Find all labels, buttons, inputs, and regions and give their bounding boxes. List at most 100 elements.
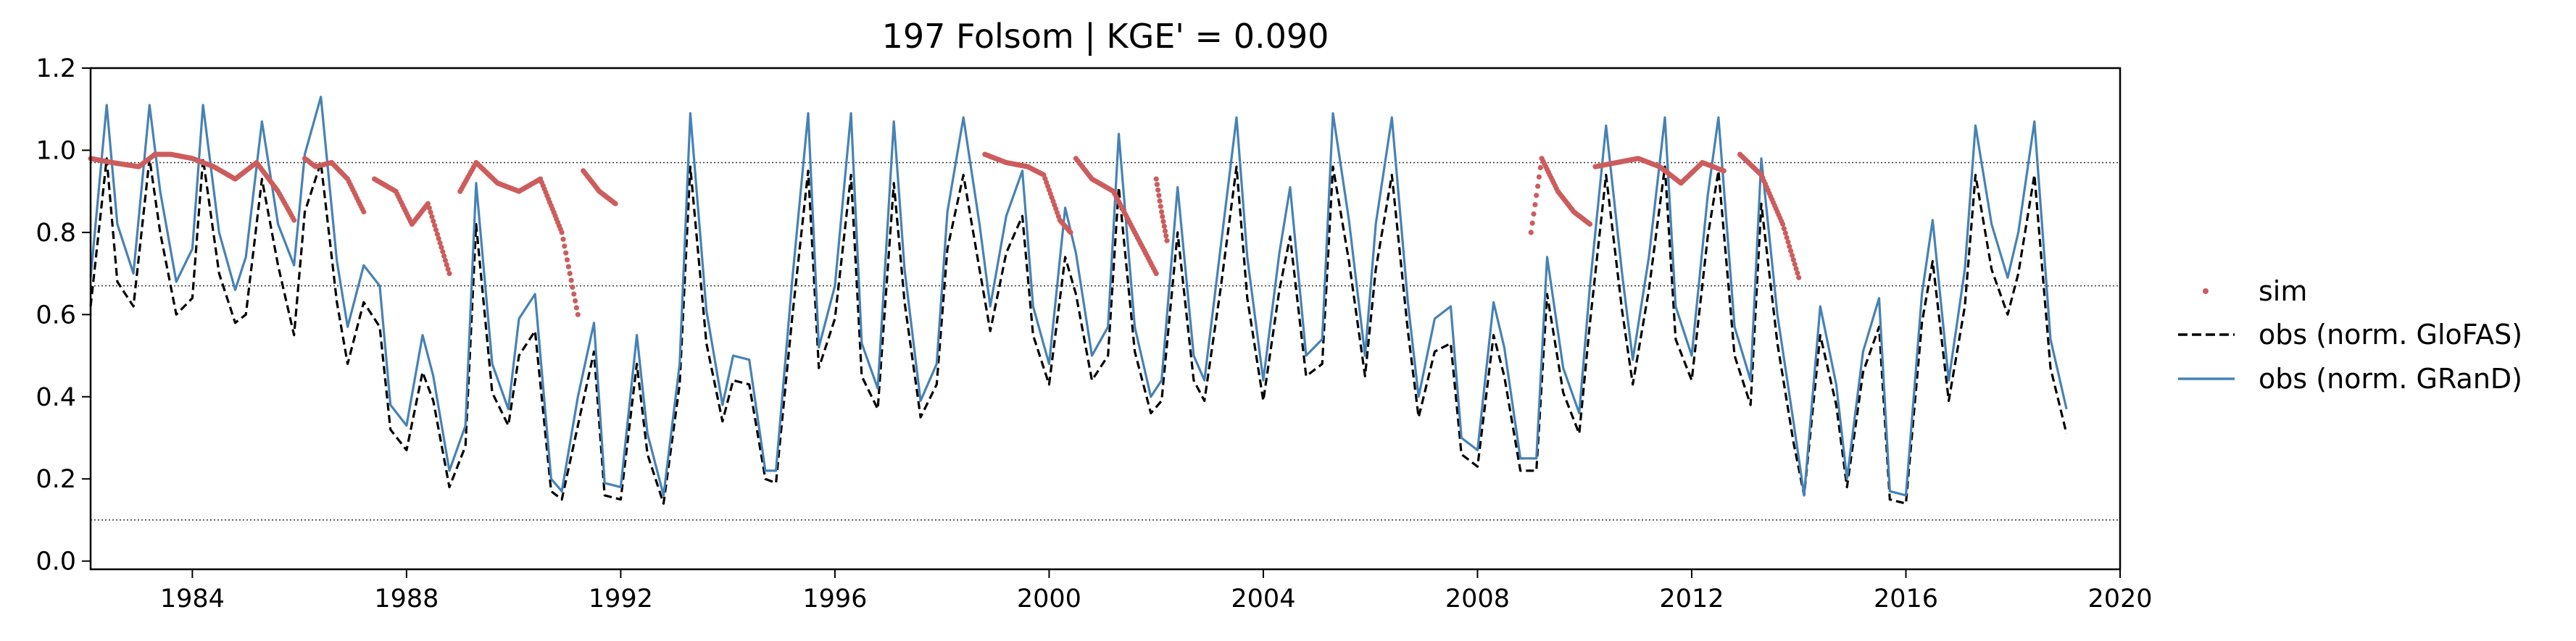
series-obs-grand <box>89 96 2068 497</box>
sim-point-7-0-0 <box>1153 176 1159 182</box>
y-tick-label-0.2: 0.2 <box>36 465 76 494</box>
sim-point-9-end <box>1721 168 1727 174</box>
x-tick-label-1996: 1996 <box>802 585 867 613</box>
sim-point-8-0-6 <box>1536 174 1542 180</box>
chart-title: 197 Folsom | KGE' = 0.090 <box>882 17 1329 56</box>
sim-point-10-end <box>1796 275 1802 280</box>
sim-point-3-5-9 <box>571 291 577 297</box>
sim-point-6-end <box>1153 271 1159 277</box>
sim-point-3-5-7 <box>568 277 574 283</box>
x-tick-label-1992: 1992 <box>589 585 653 613</box>
x-tick-label-2020: 2020 <box>2087 585 2152 613</box>
x-tick-label-2004: 2004 <box>1231 585 1295 613</box>
sim-point-10-2-7 <box>1789 253 1795 259</box>
sim-point-10-2-5 <box>1787 243 1792 249</box>
sim-point-2-3-15 <box>445 267 451 272</box>
sim-point-2-3-11 <box>440 248 446 255</box>
x-tick-label-2012: 2012 <box>1659 585 1724 613</box>
y-tick-label-0.6: 0.6 <box>36 301 76 330</box>
sim-point-3-5-11 <box>573 305 580 311</box>
sim-point-8-end <box>1587 221 1593 227</box>
sim-point-10-2-2 <box>1782 230 1788 236</box>
sim-point-3-5-2 <box>562 243 568 249</box>
legend-sim-label: sim <box>2259 275 2307 307</box>
sim-point-2-3-3 <box>429 214 435 219</box>
sim-point-5-end <box>1068 230 1073 235</box>
sim-point-7-1-2 <box>1160 219 1166 225</box>
sim-point-0-end <box>291 217 297 223</box>
sim-point-10-2-6 <box>1788 248 1794 254</box>
series-obs-glofas <box>89 157 2068 505</box>
sim-point-8-0-2 <box>1531 211 1537 217</box>
y-tick-label-1.2: 1.2 <box>36 54 76 83</box>
sim-point-7-1-5 <box>1163 233 1169 239</box>
sim-point-3-5-5 <box>565 264 572 269</box>
sim-point-10-2-9 <box>1792 261 1798 267</box>
sim-point-1-end <box>361 209 367 215</box>
x-tick-label-2000: 2000 <box>1017 585 1081 613</box>
sim-point-10-2-1 <box>1781 226 1787 232</box>
legend-glofas-label: obs (norm. GloFAS) <box>2259 319 2522 351</box>
sim-point-3-5-1 <box>560 236 566 242</box>
x-tick-label-2008: 2008 <box>1445 585 1510 613</box>
y-tick-label-1.0: 1.0 <box>36 136 76 165</box>
y-tick-label-0.0: 0.0 <box>36 548 76 577</box>
sim-point-3-5-8 <box>570 284 576 290</box>
y-axis: 0.0 0.2 0.4 0.6 0.8 1.0 1.2 <box>36 54 91 577</box>
sim-point-10-2-0 <box>1780 221 1786 227</box>
sim-point-8-0-5 <box>1535 183 1541 189</box>
legend-grand-label: obs (norm. GRanD) <box>2259 363 2522 395</box>
sim-point-3-end <box>575 311 581 317</box>
sim-point-3-5-10 <box>573 298 578 303</box>
sim-point-2-3-9 <box>437 240 443 246</box>
y-tick-label-0.8: 0.8 <box>36 219 76 248</box>
x-axis: 1984 1988 1992 1996 2000 2004 2008 2012 2016 2020 <box>160 569 2153 613</box>
sim-point-2-3-0 <box>425 201 431 206</box>
sim-point-10-2-4 <box>1785 239 1791 245</box>
x-tick-label-2016: 2016 <box>1874 585 1938 613</box>
x-tick-label-1988: 1988 <box>374 585 439 613</box>
sim-point-3-5-4 <box>564 257 570 263</box>
sim-point-2-3-8 <box>436 235 441 241</box>
sim-point-10-2-8 <box>1790 257 1796 263</box>
sim-point-2-end <box>446 271 452 277</box>
series-layer <box>88 96 2068 505</box>
sim-point-2-3-13 <box>442 257 449 264</box>
sim-point-7-0-1 <box>1154 182 1160 188</box>
sim-point-7-1-4 <box>1162 228 1168 234</box>
sim-point-7-0-5 <box>1158 204 1163 209</box>
legend-sim-marker <box>2203 288 2209 294</box>
sim-point-7-0-4 <box>1157 198 1163 204</box>
sim-point-2-3-6 <box>433 227 439 232</box>
sim-point-8-0-7 <box>1537 164 1543 171</box>
sim-point-2-3-10 <box>439 244 444 250</box>
sim-point-2-3-14 <box>444 262 449 268</box>
sim-point-4-end <box>612 201 618 206</box>
sim-point-7-1-1 <box>1160 214 1166 219</box>
sim-point-10-2-10 <box>1793 266 1799 272</box>
sim-point-8-0-0 <box>1528 230 1534 235</box>
series-sim <box>88 151 1802 317</box>
sim-point-2-3-2 <box>428 209 433 215</box>
y-tick-label-0.4: 0.4 <box>36 383 76 412</box>
sim-point-2-3-1 <box>426 205 432 211</box>
plot-frame <box>89 67 2122 571</box>
sim-point-7-1-0 <box>1159 209 1165 215</box>
sim-point-7-0-2 <box>1155 187 1161 193</box>
sim-point-8-0-4 <box>1534 193 1540 198</box>
sim-point-3-5-6 <box>567 271 573 277</box>
legend: sim obs (norm. GloFAS) obs (norm. GRanD) <box>2178 275 2522 395</box>
sim-point-2-3-12 <box>441 253 447 259</box>
sim-point-3-5-3 <box>563 250 569 256</box>
sim-point-8-0-3 <box>1532 202 1538 208</box>
reference-lines <box>91 162 2120 521</box>
sim-point-7-1-3 <box>1161 223 1167 229</box>
x-tick-label-1984: 1984 <box>160 585 225 613</box>
sim-point-7-0-3 <box>1156 193 1162 198</box>
sim-point-2-3-7 <box>434 231 441 237</box>
sim-point-3-5-0 <box>559 230 565 235</box>
sim-point-10-2-3 <box>1784 235 1790 240</box>
sim-point-8-0-1 <box>1529 220 1535 226</box>
sim-point-7-end <box>1164 238 1170 243</box>
